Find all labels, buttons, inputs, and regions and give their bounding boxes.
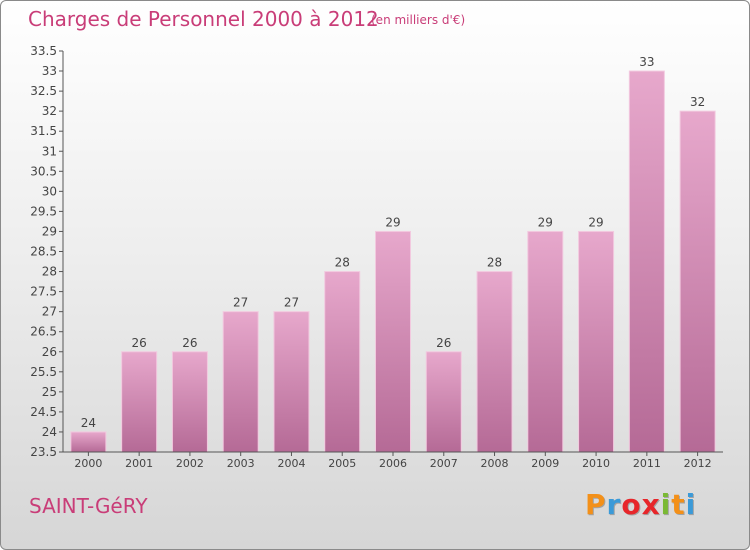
y-tick-label: 27.5 bbox=[30, 285, 57, 299]
bar-value-label: 28 bbox=[335, 256, 350, 270]
bar-2000 bbox=[70, 431, 107, 453]
bar-2008 bbox=[476, 271, 513, 453]
x-tick-label: 2000 bbox=[74, 457, 102, 470]
x-tick-label: 2002 bbox=[176, 457, 204, 470]
y-tick-label: 25.5 bbox=[30, 365, 57, 379]
logo-letter: P bbox=[585, 488, 607, 521]
x-tick-label: 2005 bbox=[328, 457, 356, 470]
bar-value-label: 32 bbox=[690, 95, 705, 109]
chart-title: Charges de Personnel 2000 à 2012 bbox=[28, 7, 379, 31]
y-tick-label: 24.5 bbox=[30, 405, 57, 419]
bar-2002 bbox=[171, 351, 208, 453]
y-tick-label: 29.5 bbox=[30, 204, 57, 218]
y-tick-label: 32 bbox=[42, 104, 57, 118]
x-tick-label: 2007 bbox=[430, 457, 458, 470]
logo-letter: r bbox=[606, 488, 622, 521]
y-tick-label: 27 bbox=[42, 305, 57, 319]
bar-2012 bbox=[679, 110, 716, 453]
y-tick-label: 28.5 bbox=[30, 245, 57, 259]
bar-value-label: 24 bbox=[81, 416, 96, 430]
y-tick-label: 26 bbox=[42, 345, 57, 359]
proxiti-logo: Proxiti bbox=[585, 488, 696, 521]
y-tick-label: 25 bbox=[42, 385, 57, 399]
x-tick-label: 2012 bbox=[684, 457, 712, 470]
x-tick-label: 2010 bbox=[582, 457, 610, 470]
bar-value-label: 29 bbox=[588, 215, 603, 229]
y-tick-label: 24 bbox=[42, 425, 57, 439]
bar-value-label: 27 bbox=[284, 296, 299, 310]
commune-name: SAINT-GéRY bbox=[29, 494, 148, 518]
x-tick-label: 2009 bbox=[531, 457, 559, 470]
bar-2010 bbox=[578, 230, 615, 453]
y-tick-label: 33 bbox=[42, 64, 57, 78]
logo-letter: i bbox=[685, 488, 697, 521]
bar-2005 bbox=[324, 271, 361, 453]
x-tick-label: 2008 bbox=[481, 457, 509, 470]
y-tick-label: 28 bbox=[42, 265, 57, 279]
bar-value-label: 26 bbox=[436, 336, 451, 350]
bar-value-label: 29 bbox=[385, 215, 400, 229]
bar-value-label: 27 bbox=[233, 296, 248, 310]
y-tick-label: 31 bbox=[42, 144, 57, 158]
bars: 24 26 26 27 27 28 29 26 28 29 29 33 32 bbox=[70, 55, 716, 453]
x-axis: 2000 2001 2002 2003 2004 2005 2006 2007 2008 2009… bbox=[63, 451, 723, 470]
y-tick-label: 33.5 bbox=[30, 44, 57, 58]
logo-letter: x bbox=[641, 488, 661, 521]
bar-2007 bbox=[425, 351, 462, 453]
bar-value-label: 26 bbox=[182, 336, 197, 350]
x-tick-label: 2003 bbox=[227, 457, 255, 470]
bar-value-label: 33 bbox=[639, 55, 654, 69]
y-tick-label: 29 bbox=[42, 224, 57, 238]
x-tick-label: 2006 bbox=[379, 457, 407, 470]
y-tick-label: 23.5 bbox=[30, 445, 57, 459]
bar-2011 bbox=[628, 70, 665, 453]
x-tick-label: 2004 bbox=[277, 457, 305, 470]
x-tick-label: 2001 bbox=[125, 457, 153, 470]
logo-letter: t bbox=[671, 488, 686, 521]
x-tick-label: 2011 bbox=[633, 457, 661, 470]
logo-letter: i bbox=[660, 488, 672, 521]
logo-letter: o bbox=[621, 488, 642, 521]
y-tick-label: 32.5 bbox=[30, 84, 57, 98]
bar-value-label: 26 bbox=[132, 336, 147, 350]
bar-2006 bbox=[375, 230, 411, 453]
y-tick-label: 26.5 bbox=[30, 325, 57, 339]
bar-value-label: 29 bbox=[538, 215, 553, 229]
chart-subtitle: (en milliers d'€) bbox=[371, 13, 466, 27]
y-tick-label: 31.5 bbox=[30, 124, 57, 138]
bar-2003 bbox=[222, 311, 259, 453]
y-axis: 23.5 24 24.5 25 25.5 26 26.5 27 27.5 28 28.5 29 29.5… bbox=[30, 44, 64, 459]
bar-2001 bbox=[121, 351, 158, 453]
y-tick-label: 30.5 bbox=[30, 164, 57, 178]
y-tick-label: 30 bbox=[42, 184, 57, 198]
bar-2004 bbox=[273, 311, 310, 453]
bar-2009 bbox=[527, 230, 564, 453]
bar-value-label: 28 bbox=[487, 256, 502, 270]
